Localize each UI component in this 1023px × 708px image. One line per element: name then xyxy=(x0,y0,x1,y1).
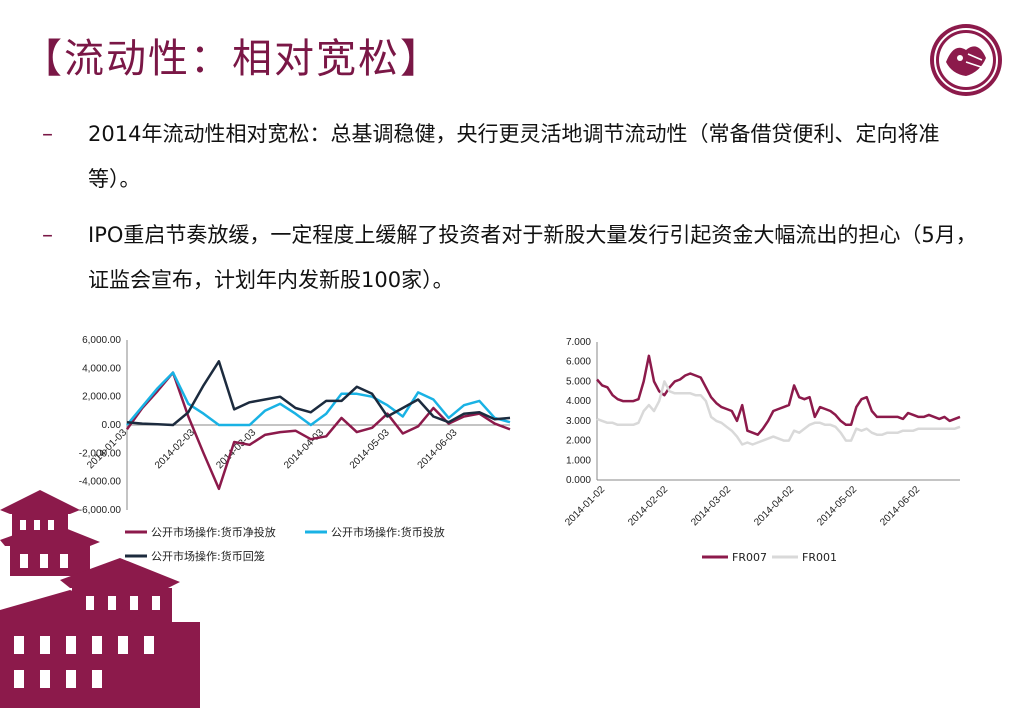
x-tick-label: 2014-03-02 xyxy=(689,484,733,528)
page-title: 【流动性：相对宽松】 xyxy=(22,36,442,82)
x-tick-label: 2014-04-02 xyxy=(752,484,796,528)
y-tick-label: 6.000 xyxy=(566,357,591,368)
bullet-item: – IPO重启节奏放缓，一定程度上缓解了投资者对于新股大量发行引起资金大幅流出的… xyxy=(42,213,982,303)
series-line xyxy=(126,371,511,427)
series-line xyxy=(596,354,961,436)
y-tick-label: 0.00 xyxy=(102,420,122,431)
y-tick-label: -4,000.00 xyxy=(79,477,122,488)
x-tick-label: 2014-06-03 xyxy=(416,427,460,471)
x-tick-label: 2014-01-02 xyxy=(563,484,607,528)
y-tick-label: 3.000 xyxy=(566,416,591,427)
bullet-item: – 2014年流动性相对宽松：总基调稳健，央行更灵活地调节流动性（常备借贷便利、… xyxy=(42,112,982,202)
y-tick-label: -2,000.00 xyxy=(79,448,122,459)
x-tick-label: 2014-03-03 xyxy=(214,427,258,471)
x-tick-label: 2014-05-03 xyxy=(348,427,392,471)
legend-label: 公开市场操作:货币回笼 xyxy=(151,549,265,563)
series-line xyxy=(596,380,961,446)
x-tick-label: 2014-06-02 xyxy=(878,484,922,528)
bullet-text: IPO重启节奏放缓，一定程度上缓解了投资者对于新股大量发行引起资金大幅流出的担心… xyxy=(88,223,977,292)
x-tick-label: 2014-02-02 xyxy=(626,484,670,528)
seal-logo xyxy=(930,24,1002,96)
y-tick-label: 1.000 xyxy=(566,455,591,466)
y-tick-label: -6,000.00 xyxy=(79,505,122,516)
y-tick-label: 6,000.00 xyxy=(82,335,121,346)
legend-label: 公开市场操作:货币投放 xyxy=(331,525,445,539)
legend-label: FR007 xyxy=(732,551,767,564)
y-tick-label: 7.000 xyxy=(566,337,591,348)
x-tick-label: 2014-04-03 xyxy=(282,427,326,471)
x-tick-label: 2014-02-03 xyxy=(153,427,197,471)
repo-rate-chart: 7.000 6.000 5.000 4.000 3.000 2.000 1.000 0.000… xyxy=(563,337,961,564)
y-tick-label: 2.000 xyxy=(566,436,591,447)
bullet-dash: – xyxy=(42,223,53,248)
x-tick-label: 2014-05-02 xyxy=(815,484,859,528)
series-line xyxy=(126,360,511,427)
bullet-dash: – xyxy=(42,122,53,147)
y-tick-label: 5.000 xyxy=(566,376,591,387)
y-tick-label: 0.000 xyxy=(566,475,591,486)
y-tick-label: 4,000.00 xyxy=(82,363,121,374)
legend-label: FR001 xyxy=(802,551,837,564)
palace-decoration xyxy=(0,490,200,708)
legend-label: 公开市场操作:货币净投放 xyxy=(151,525,276,539)
bullet-text: 2014年流动性相对宽松：总基调稳健，央行更灵活地调节流动性（常备借贷便利、定向… xyxy=(88,122,940,191)
open-market-operations-chart: 6,000.00 4,000.00 2,000.00 0.00 -2,000.00 -4,… xyxy=(79,335,511,563)
y-tick-label: 2,000.00 xyxy=(82,392,121,403)
y-tick-label: 4.000 xyxy=(566,396,591,407)
